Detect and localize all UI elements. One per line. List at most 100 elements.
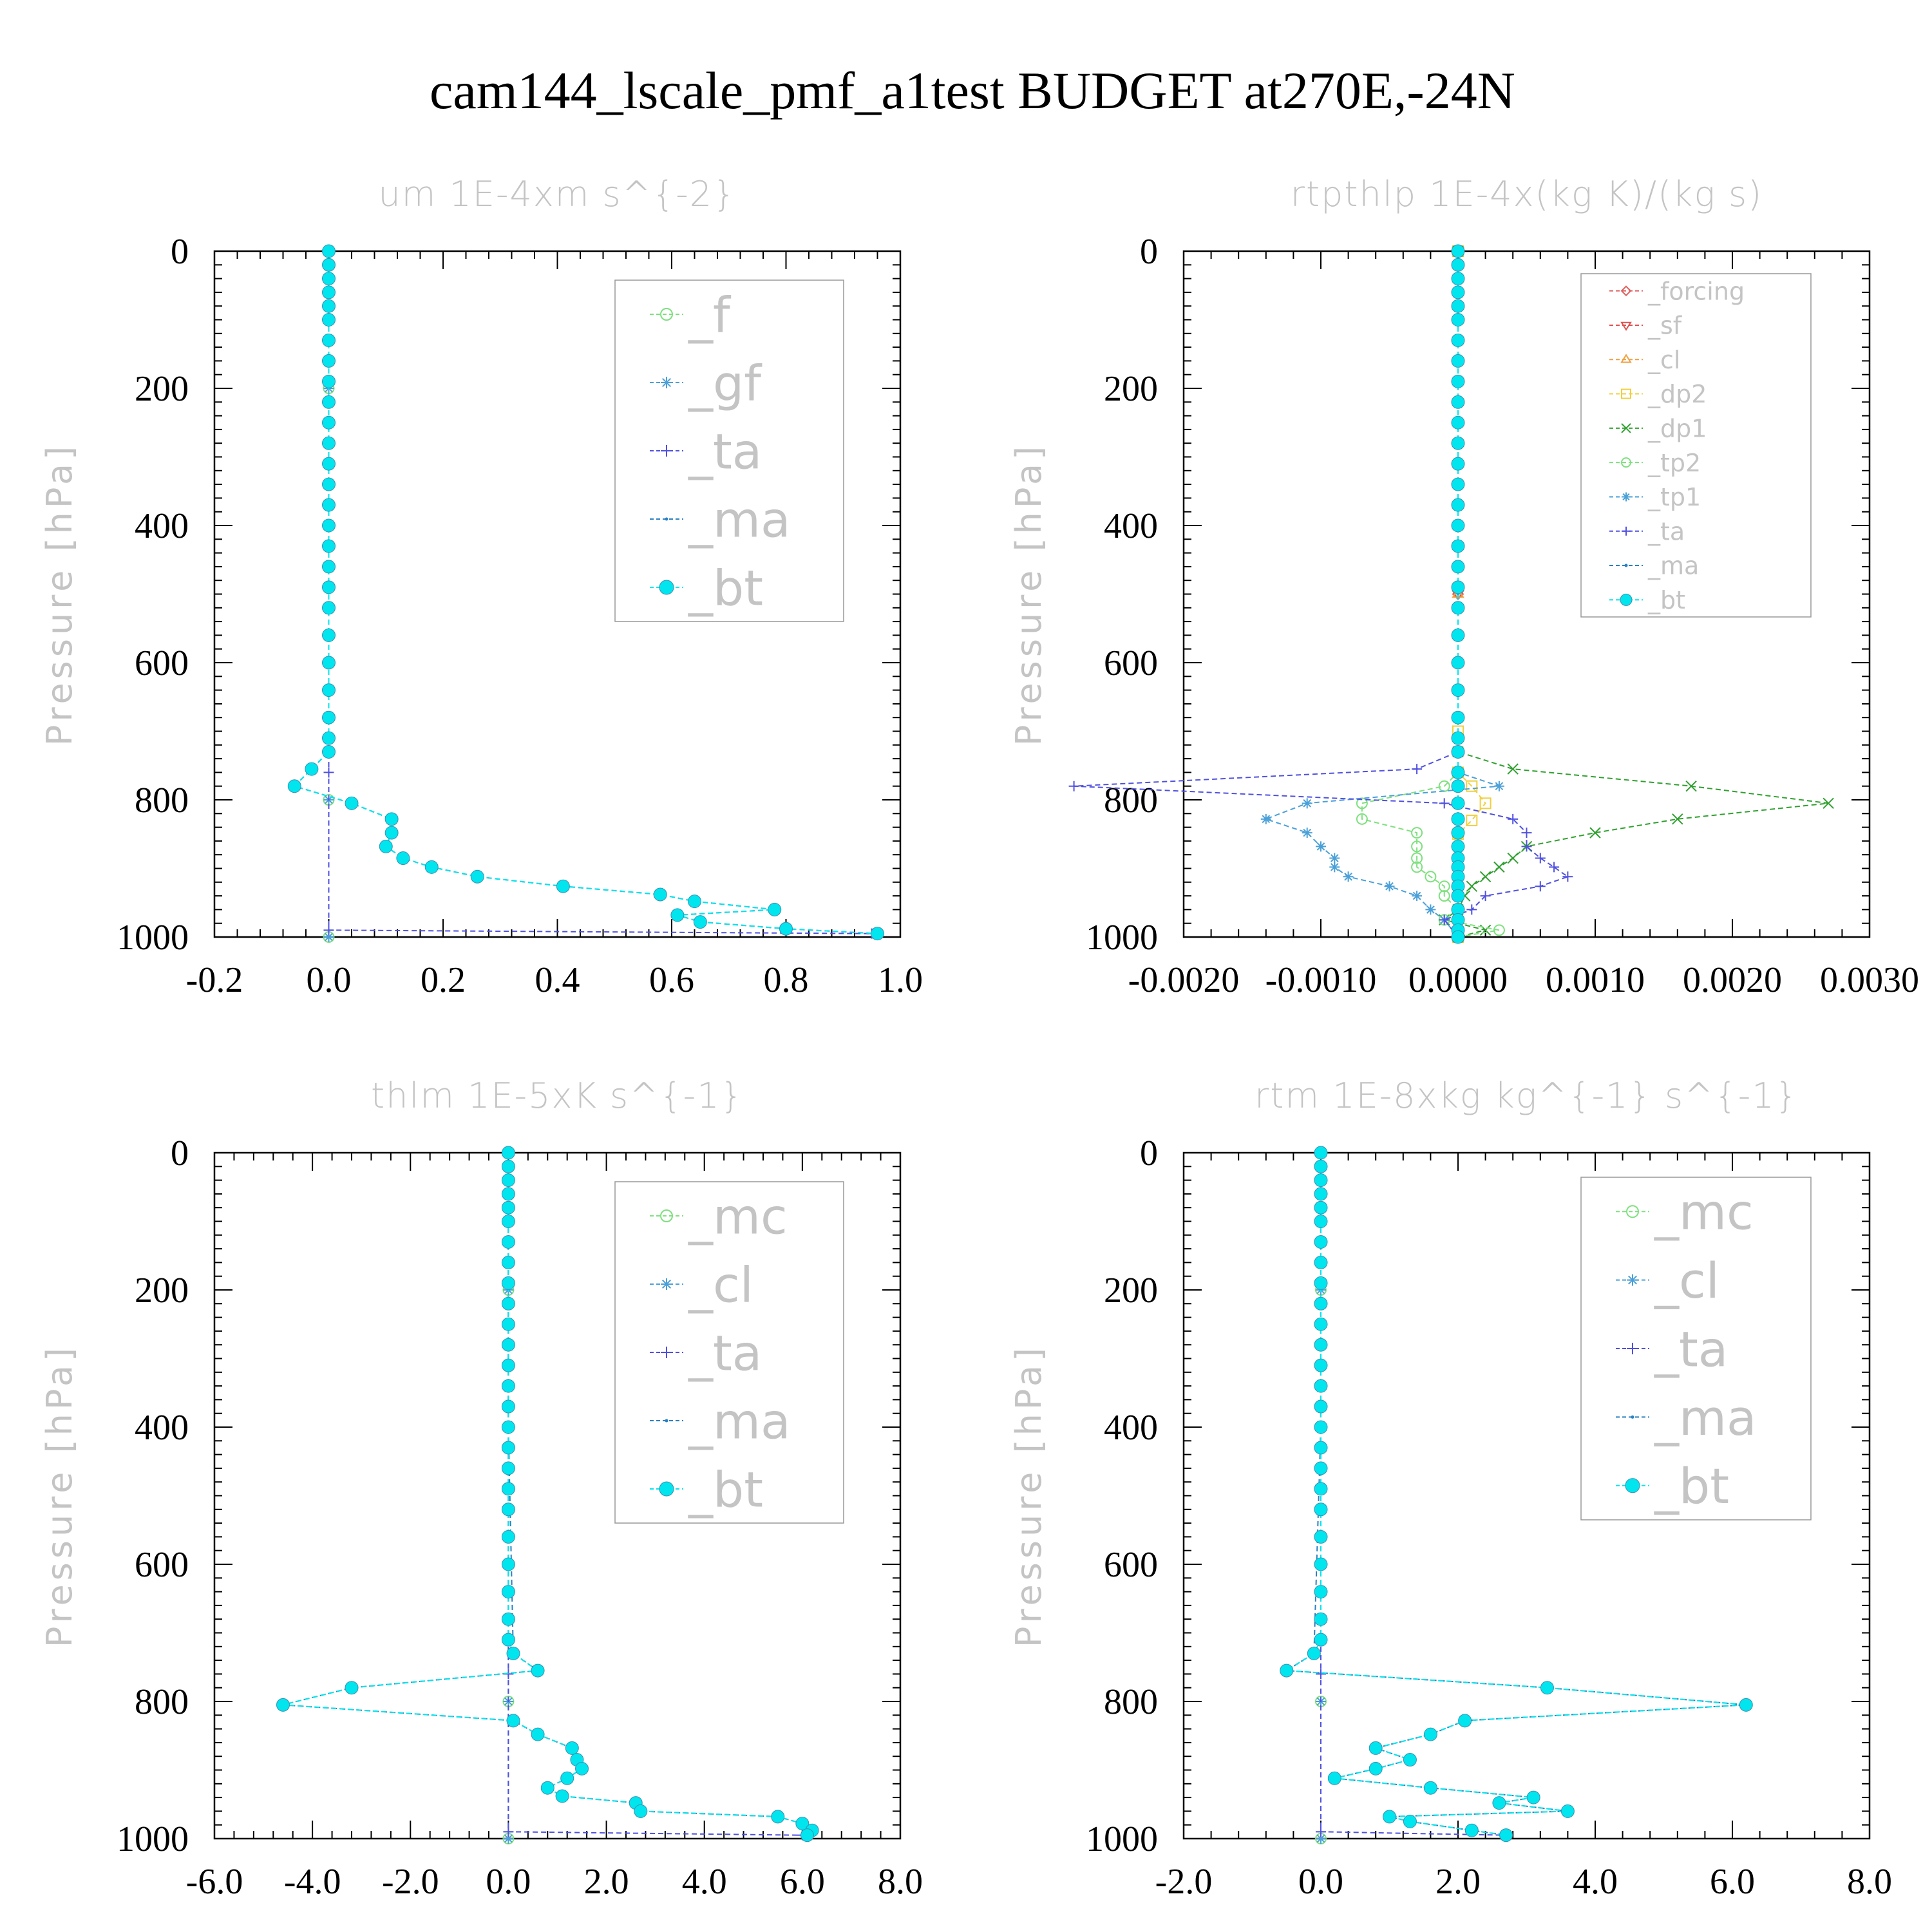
data-point <box>501 1461 515 1475</box>
legend: _mc _cl _ta _ma _bt <box>1580 1177 1812 1520</box>
data-point <box>501 1338 515 1352</box>
data-point <box>1314 1441 1328 1455</box>
data-point <box>1438 890 1450 902</box>
data-point <box>1540 1681 1554 1695</box>
legend-marker <box>1621 388 1631 399</box>
legend-label: _dp2 <box>1647 380 1707 408</box>
data-point <box>1412 764 1423 775</box>
x-tick-label: 0.2 <box>421 960 466 1000</box>
data-point <box>1451 299 1465 313</box>
y-tick-label: 400 <box>135 1408 189 1448</box>
data-point <box>1439 798 1450 809</box>
data-point <box>506 1646 520 1660</box>
data-point <box>501 1379 515 1393</box>
y-tick-label: 200 <box>1104 1271 1158 1311</box>
legend-label: _ta <box>1647 517 1685 545</box>
legend-marker <box>1620 593 1633 606</box>
y-tick-label: 1000 <box>1086 1819 1158 1859</box>
data-point <box>322 285 336 299</box>
data-point <box>560 1771 574 1785</box>
data-point <box>1411 852 1423 864</box>
data-point <box>670 908 685 922</box>
data-point <box>1383 1810 1396 1824</box>
data-point <box>1451 744 1465 759</box>
data-point <box>501 1276 515 1290</box>
data-point <box>1451 477 1465 491</box>
x-tick-label: 0.4 <box>535 960 580 1000</box>
data-point <box>470 869 484 884</box>
data-point <box>1451 395 1465 409</box>
series-line <box>1361 251 1500 938</box>
data-point <box>1739 1698 1753 1712</box>
legend-label: _cl <box>688 1256 753 1313</box>
y-axis-label: Pressure [hPa] <box>1009 1344 1049 1647</box>
y-tick-label: 0 <box>171 232 189 272</box>
x-tick-label: -0.0020 <box>1128 960 1240 1000</box>
legend-marker <box>661 1278 672 1290</box>
data-point <box>1411 861 1423 873</box>
data-point <box>1823 797 1834 810</box>
x-tick-label: 0.0000 <box>1408 960 1508 1000</box>
data-point <box>501 1612 515 1626</box>
data-point <box>322 518 336 533</box>
legend-label: _ma <box>1654 1389 1757 1446</box>
data-point <box>1451 285 1465 299</box>
data-point <box>1499 1828 1513 1842</box>
y-tick-label: 200 <box>135 369 189 409</box>
data-point <box>1423 1781 1437 1795</box>
data-point <box>1493 781 1504 791</box>
data-point <box>1314 1612 1328 1626</box>
data-point <box>1314 1482 1328 1496</box>
data-point <box>322 628 336 642</box>
data-point <box>1493 861 1505 873</box>
data-point <box>1466 814 1478 826</box>
data-point <box>1314 1502 1328 1517</box>
data-point <box>1451 374 1465 388</box>
data-point <box>322 244 336 258</box>
data-point <box>1451 889 1465 903</box>
legend-marker <box>1624 564 1628 567</box>
legend-label: _cl <box>1654 1252 1719 1309</box>
data-point <box>1316 1669 1326 1680</box>
data-point <box>1423 1727 1437 1741</box>
series-ta <box>1068 246 1573 942</box>
data-point <box>1521 841 1532 852</box>
data-point <box>1307 1646 1321 1660</box>
series-bt <box>276 1146 819 1842</box>
data-point <box>1403 1814 1417 1828</box>
data-point <box>384 826 399 840</box>
data-point <box>1314 1585 1328 1599</box>
data-point <box>1451 436 1465 450</box>
y-tick-label: 0 <box>1140 232 1158 272</box>
y-tick-label: 600 <box>1104 643 1158 683</box>
data-point <box>1508 813 1519 824</box>
legend-label: _ta <box>688 422 762 480</box>
y-tick-label: 800 <box>135 1682 189 1722</box>
data-point <box>1535 853 1546 864</box>
y-axis-label: Pressure [hPa] <box>1009 442 1049 746</box>
legend-marker <box>1626 1205 1639 1218</box>
data-point <box>501 1441 515 1455</box>
data-point <box>322 580 336 594</box>
data-point <box>1479 871 1492 882</box>
y-axis-label: Pressure [hPa] <box>39 442 80 746</box>
x-tick-label: 0.0010 <box>1546 960 1645 1000</box>
data-point <box>322 744 336 759</box>
series-bt <box>1451 244 1465 944</box>
legend-marker <box>1621 423 1631 433</box>
legend-label: _forcing <box>1647 277 1745 305</box>
data-point <box>322 656 336 670</box>
data-point <box>322 498 336 512</box>
data-point <box>1314 1276 1328 1290</box>
x-tick-label: -0.2 <box>186 960 243 1000</box>
data-point <box>1466 880 1478 892</box>
x-tick-label: 0.8 <box>764 960 809 1000</box>
data-point <box>1451 779 1465 793</box>
data-point <box>1314 1358 1328 1372</box>
data-point <box>1451 498 1465 512</box>
data-point <box>1327 1771 1341 1785</box>
panel-4: rtm 1E-8xkg kg^{-1} s^{-1} Pressure [hPa]… <box>1009 1075 1892 1902</box>
legend-label: _ma <box>688 1392 791 1450</box>
legend: _forcing _sf _cl _dp2 _dp1 _tp2 _tp1 _ta _ma _bt <box>1580 273 1812 618</box>
data-point <box>653 887 667 902</box>
